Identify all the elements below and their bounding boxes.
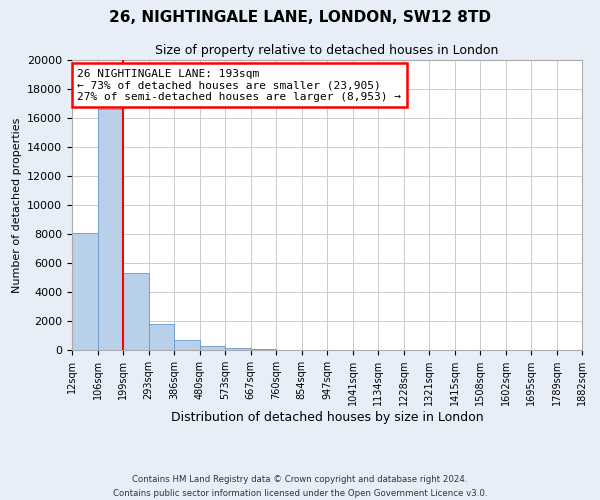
Bar	[123, 273, 149, 350]
Bar	[251, 348, 276, 350]
Title: Size of property relative to detached houses in London: Size of property relative to detached ho…	[155, 44, 499, 58]
Text: Contains HM Land Registry data © Crown copyright and database right 2024.
Contai: Contains HM Land Registry data © Crown c…	[113, 476, 487, 498]
Text: 26, NIGHTINGALE LANE, LONDON, SW12 8TD: 26, NIGHTINGALE LANE, LONDON, SW12 8TD	[109, 10, 491, 25]
Text: 26 NIGHTINGALE LANE: 193sqm
← 73% of detached houses are smaller (23,905)
27% of: 26 NIGHTINGALE LANE: 193sqm ← 73% of det…	[77, 68, 401, 102]
Bar	[97, 110, 123, 350]
Bar	[149, 324, 174, 350]
Bar	[199, 346, 225, 350]
Bar	[72, 232, 97, 350]
Bar	[174, 340, 199, 350]
X-axis label: Distribution of detached houses by size in London: Distribution of detached houses by size …	[170, 411, 484, 424]
Bar	[225, 348, 251, 350]
Y-axis label: Number of detached properties: Number of detached properties	[11, 118, 22, 292]
